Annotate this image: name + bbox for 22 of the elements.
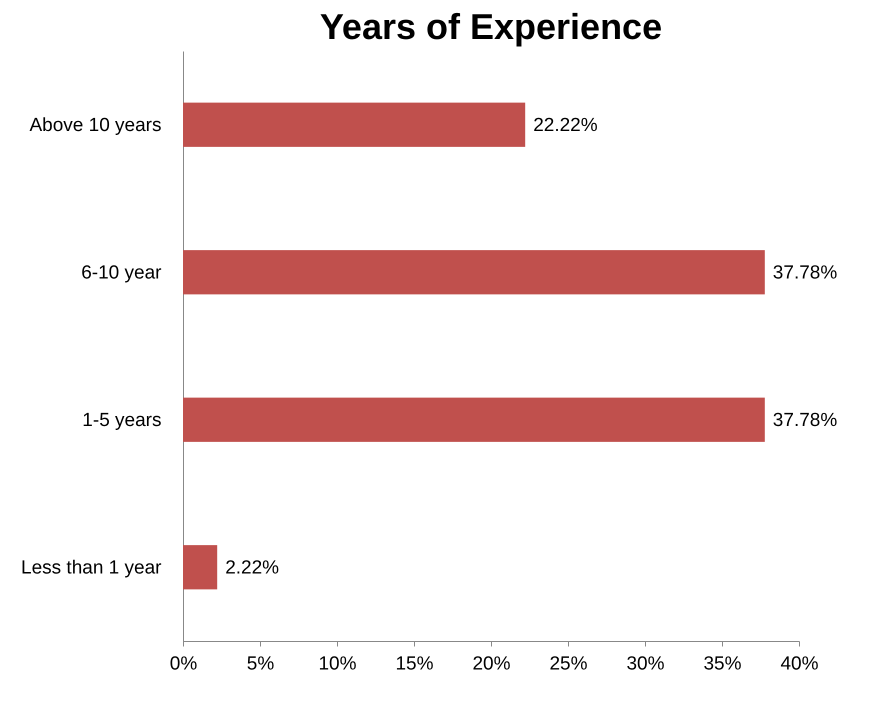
data-label: 22.22% xyxy=(533,114,598,136)
x-tick-label: 15% xyxy=(395,654,434,674)
x-tick-label: 20% xyxy=(472,654,511,674)
data-label: 2.22% xyxy=(225,557,280,578)
data-label: 37.78% xyxy=(772,262,838,284)
x-tick-label: 10% xyxy=(318,654,357,674)
x-tick-label: 35% xyxy=(703,654,742,674)
y-tick-label: 1-5 years xyxy=(82,410,162,431)
chart-title: Years of Experience xyxy=(320,6,662,47)
y-tick-label: Less than 1 year xyxy=(21,557,162,578)
x-tick-label: 0% xyxy=(170,654,198,674)
bar xyxy=(183,102,526,147)
x-tick-label: 30% xyxy=(626,654,665,674)
data-label: 37.78% xyxy=(772,410,838,431)
bar xyxy=(183,250,765,294)
y-tick-label: Above 10 years xyxy=(29,114,162,136)
bar xyxy=(183,398,765,442)
x-tick-label: 5% xyxy=(246,654,274,674)
x-tick-label: 25% xyxy=(549,654,588,674)
x-tick-label: 40% xyxy=(780,654,819,674)
bar xyxy=(183,545,218,590)
y-tick-label: 6-10 year xyxy=(81,262,162,284)
